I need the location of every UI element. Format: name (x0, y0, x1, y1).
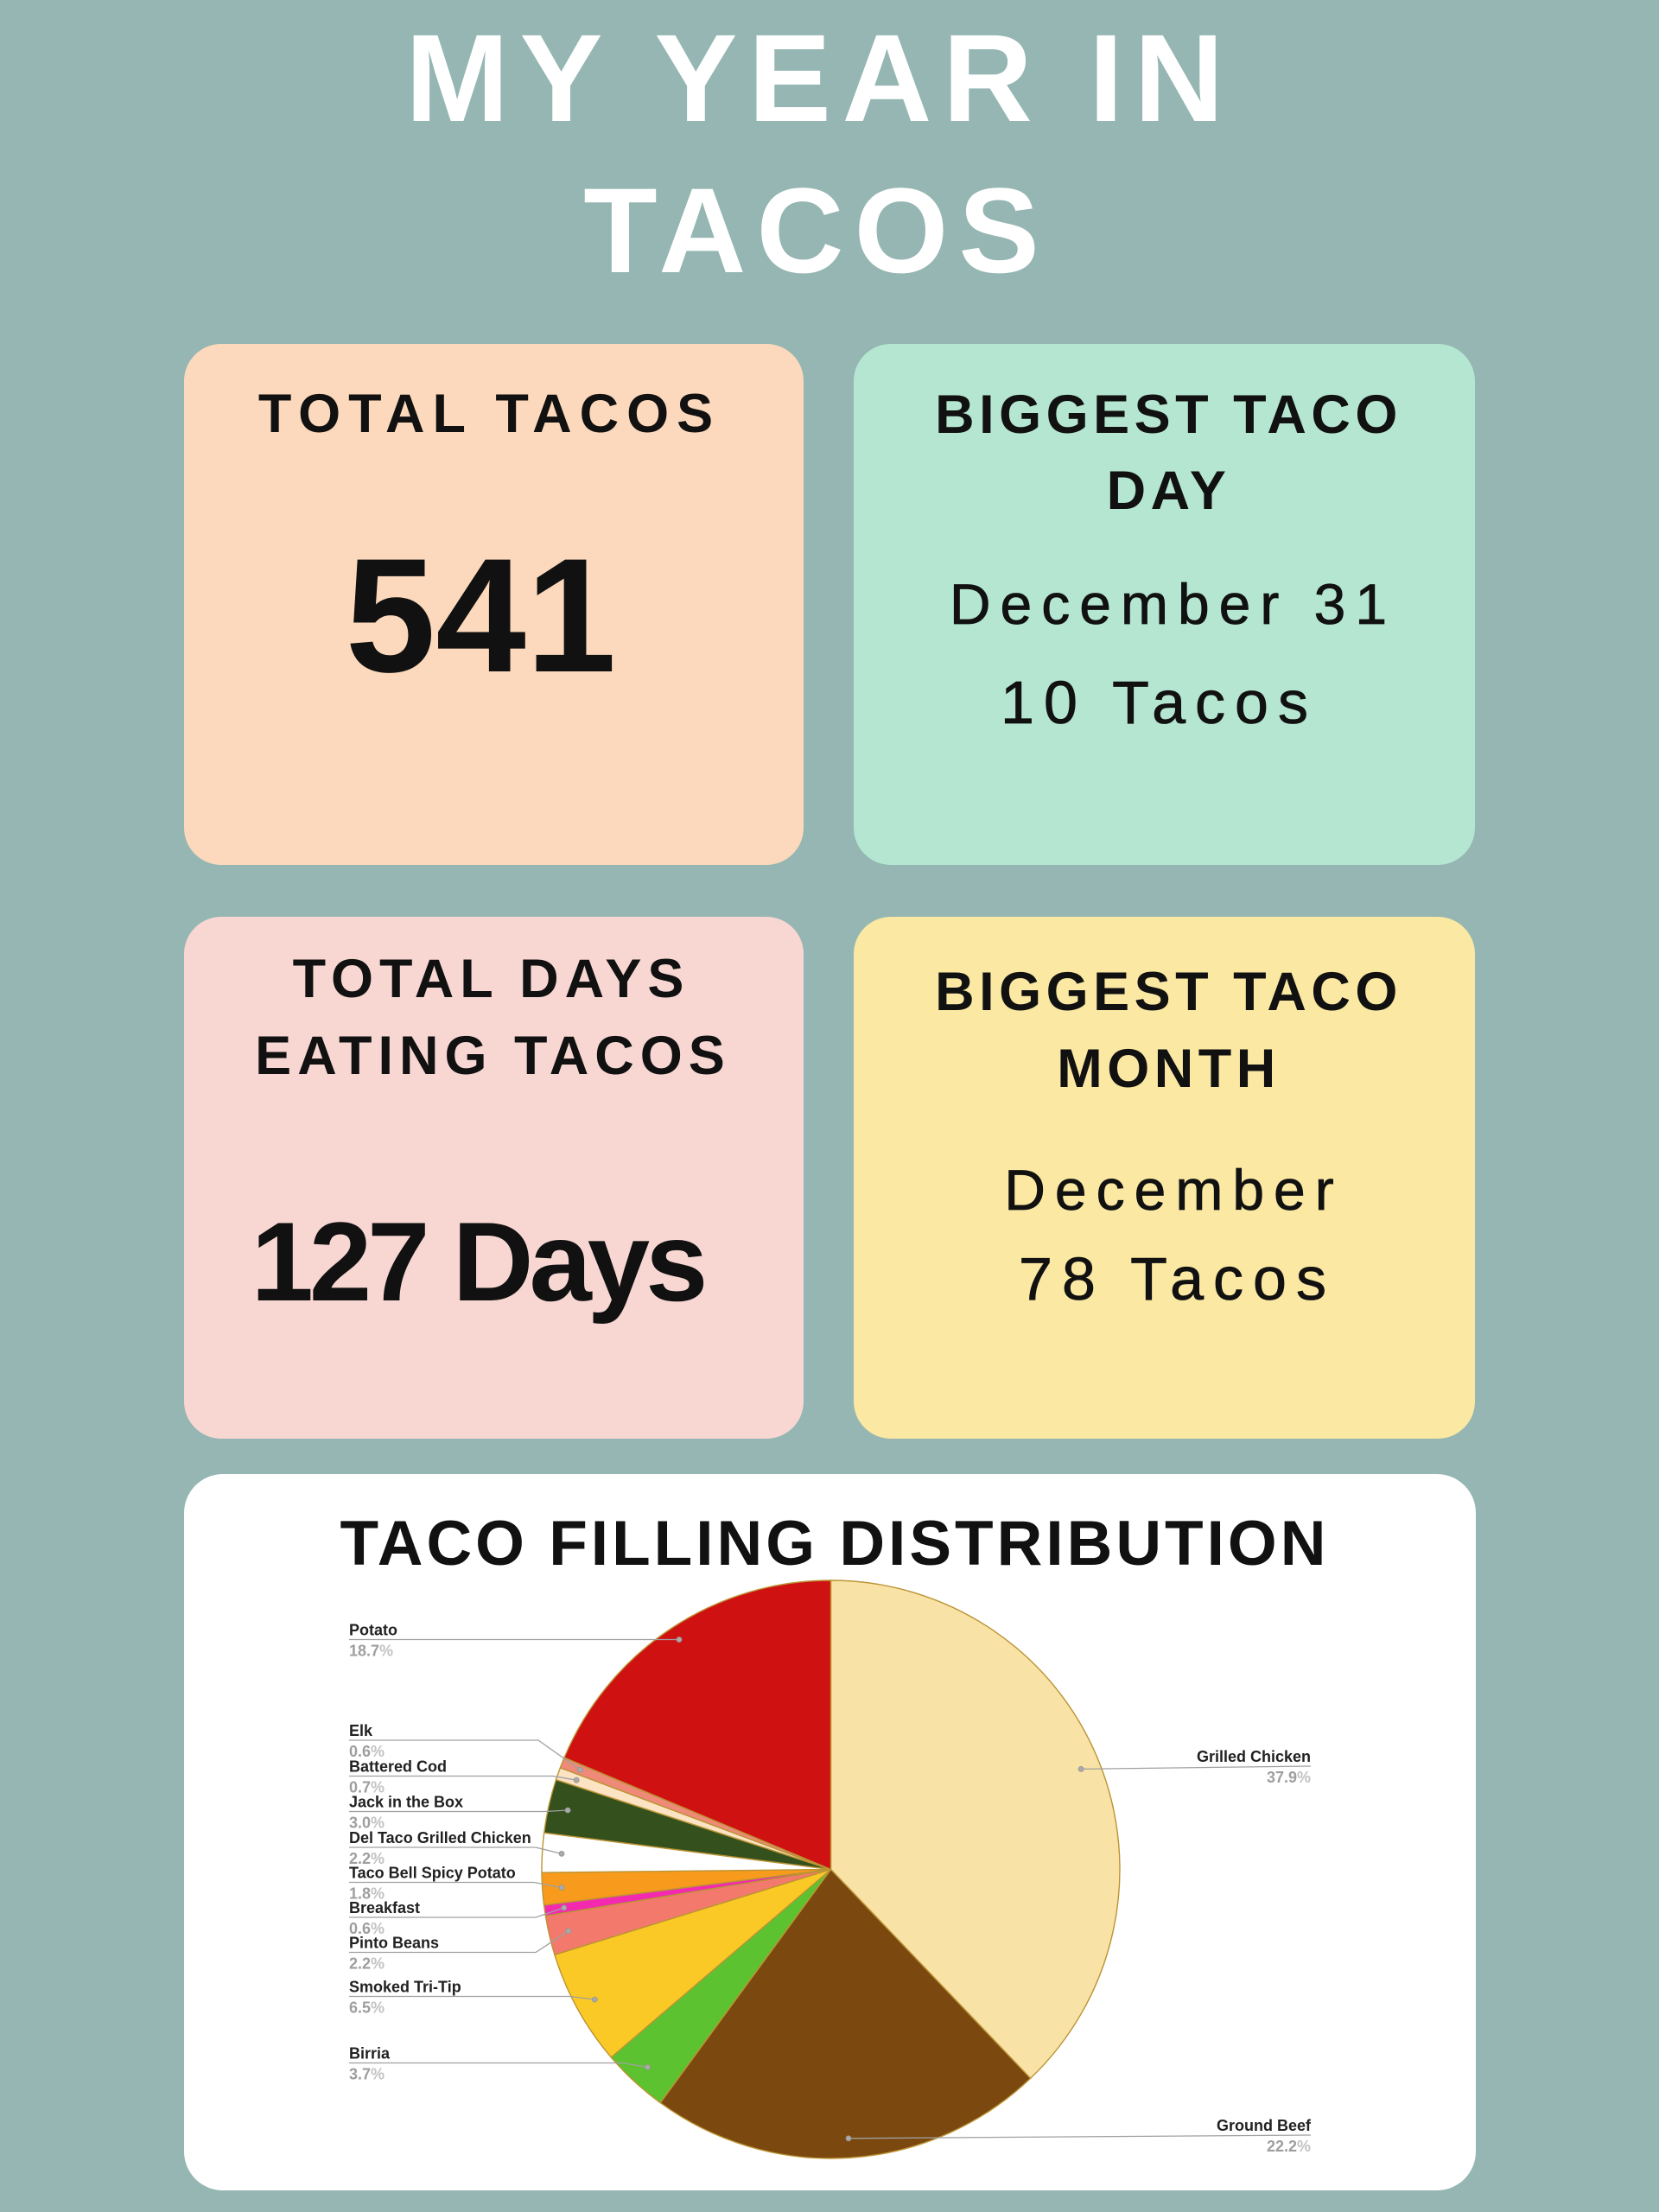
svg-text:2.2%: 2.2% (349, 1850, 385, 1867)
svg-text:0.6%: 0.6% (349, 1743, 385, 1760)
svg-text:6.5%: 6.5% (349, 1999, 385, 2017)
svg-text:Jack in the Box: Jack in the Box (349, 1794, 463, 1811)
svg-text:1.8%: 1.8% (349, 1885, 385, 1903)
svg-text:22.2%: 22.2% (1267, 2138, 1311, 2155)
svg-text:37.9%: 37.9% (1267, 1769, 1311, 1786)
svg-text:2.2%: 2.2% (349, 1955, 385, 1973)
svg-text:Ground Beef: Ground Beef (1217, 2117, 1312, 2134)
svg-text:Breakfast: Breakfast (349, 1899, 420, 1916)
svg-text:Taco Bell Spicy Potato: Taco Bell Spicy Potato (349, 1865, 516, 1882)
svg-text:Grilled Chicken: Grilled Chicken (1197, 1748, 1311, 1765)
svg-text:Pinto Beans: Pinto Beans (349, 1935, 439, 1952)
svg-text:3.7%: 3.7% (349, 2066, 385, 2083)
svg-text:Del Taco Grilled Chicken: Del Taco Grilled Chicken (349, 1829, 531, 1847)
svg-text:Potato: Potato (349, 1622, 397, 1639)
svg-text:3.0%: 3.0% (349, 1815, 385, 1832)
svg-text:Smoked Tri-Tip: Smoked Tri-Tip (349, 1979, 461, 1996)
svg-text:Battered Cod: Battered Cod (349, 1758, 447, 1776)
svg-text:0.7%: 0.7% (349, 1779, 385, 1796)
svg-text:Birria: Birria (349, 2045, 391, 2063)
svg-text:0.6%: 0.6% (349, 1920, 385, 1937)
svg-text:18.7%: 18.7% (349, 1643, 393, 1660)
svg-text:Elk: Elk (349, 1722, 373, 1739)
